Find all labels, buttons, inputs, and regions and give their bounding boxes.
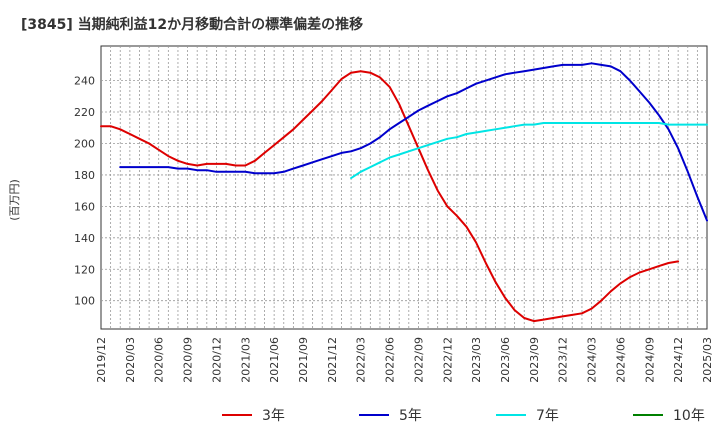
y-tick-label: 100 (74, 295, 95, 308)
series-line-7年 (350, 122, 708, 180)
series-line-3年 (100, 70, 680, 323)
chart-title: [3845] 当期純利益12か月移動合計の標準偏差の推移 (21, 16, 363, 33)
legend: 3年 5年 7年 10年 (222, 408, 705, 424)
legend-label-10年: 10年 (673, 408, 705, 424)
x-tick-label: 2023/09 (528, 337, 541, 383)
legend-label-5年: 5年 (399, 408, 422, 424)
x-tick-label: 2023/03 (470, 337, 483, 383)
x-tick-label: 2021/12 (326, 337, 339, 383)
x-tick-label: 2021/03 (239, 337, 252, 383)
y-tick-label: 120 (74, 263, 95, 276)
series-lines (100, 62, 708, 323)
x-tick-label: 2020/03 (124, 337, 137, 383)
x-tick-label: 2022/06 (384, 337, 397, 383)
y-axis-label: (百万円) (8, 179, 21, 221)
x-tick-label: 2022/12 (441, 337, 454, 383)
y-tick-label: 140 (74, 232, 95, 245)
x-tick-label: 2023/06 (499, 337, 512, 383)
series-line-5年 (119, 62, 708, 222)
x-tick-label: 2022/09 (412, 337, 425, 383)
y-tick-label: 200 (74, 137, 95, 150)
x-tick-label: 2020/09 (182, 337, 195, 383)
y-tick-label: 160 (74, 200, 95, 213)
x-tick-label: 2021/09 (297, 337, 310, 383)
x-tick-label: 2021/06 (268, 337, 281, 383)
grid (101, 46, 707, 329)
x-tick-label: 2024/06 (614, 337, 627, 383)
y-tick-labels: 100 120 140 160 180 200 220 240 (74, 75, 95, 308)
y-tick-label: 240 (74, 75, 95, 88)
y-tick-label: 180 (74, 169, 95, 182)
x-tick-label: 2024/12 (672, 337, 685, 383)
x-tick-label: 2019/12 (95, 337, 108, 383)
legend-label-7年: 7年 (536, 408, 559, 424)
x-tick-label: 2020/12 (210, 337, 223, 383)
x-tick-label: 2025/03 (701, 337, 714, 383)
legend-label-3年: 3年 (262, 408, 285, 424)
x-tick-label: 2022/03 (355, 337, 368, 383)
x-tick-label: 2020/06 (153, 337, 166, 383)
x-tick-labels: 2019/12 2020/03 2020/06 2020/09 2020/12 2021/… (95, 337, 714, 383)
x-tick-label: 2024/09 (643, 337, 656, 383)
x-tick-label: 2024/03 (586, 337, 599, 383)
plot-area (100, 45, 708, 330)
x-tick-label: 2023/12 (557, 337, 570, 383)
y-tick-label: 220 (74, 106, 95, 119)
